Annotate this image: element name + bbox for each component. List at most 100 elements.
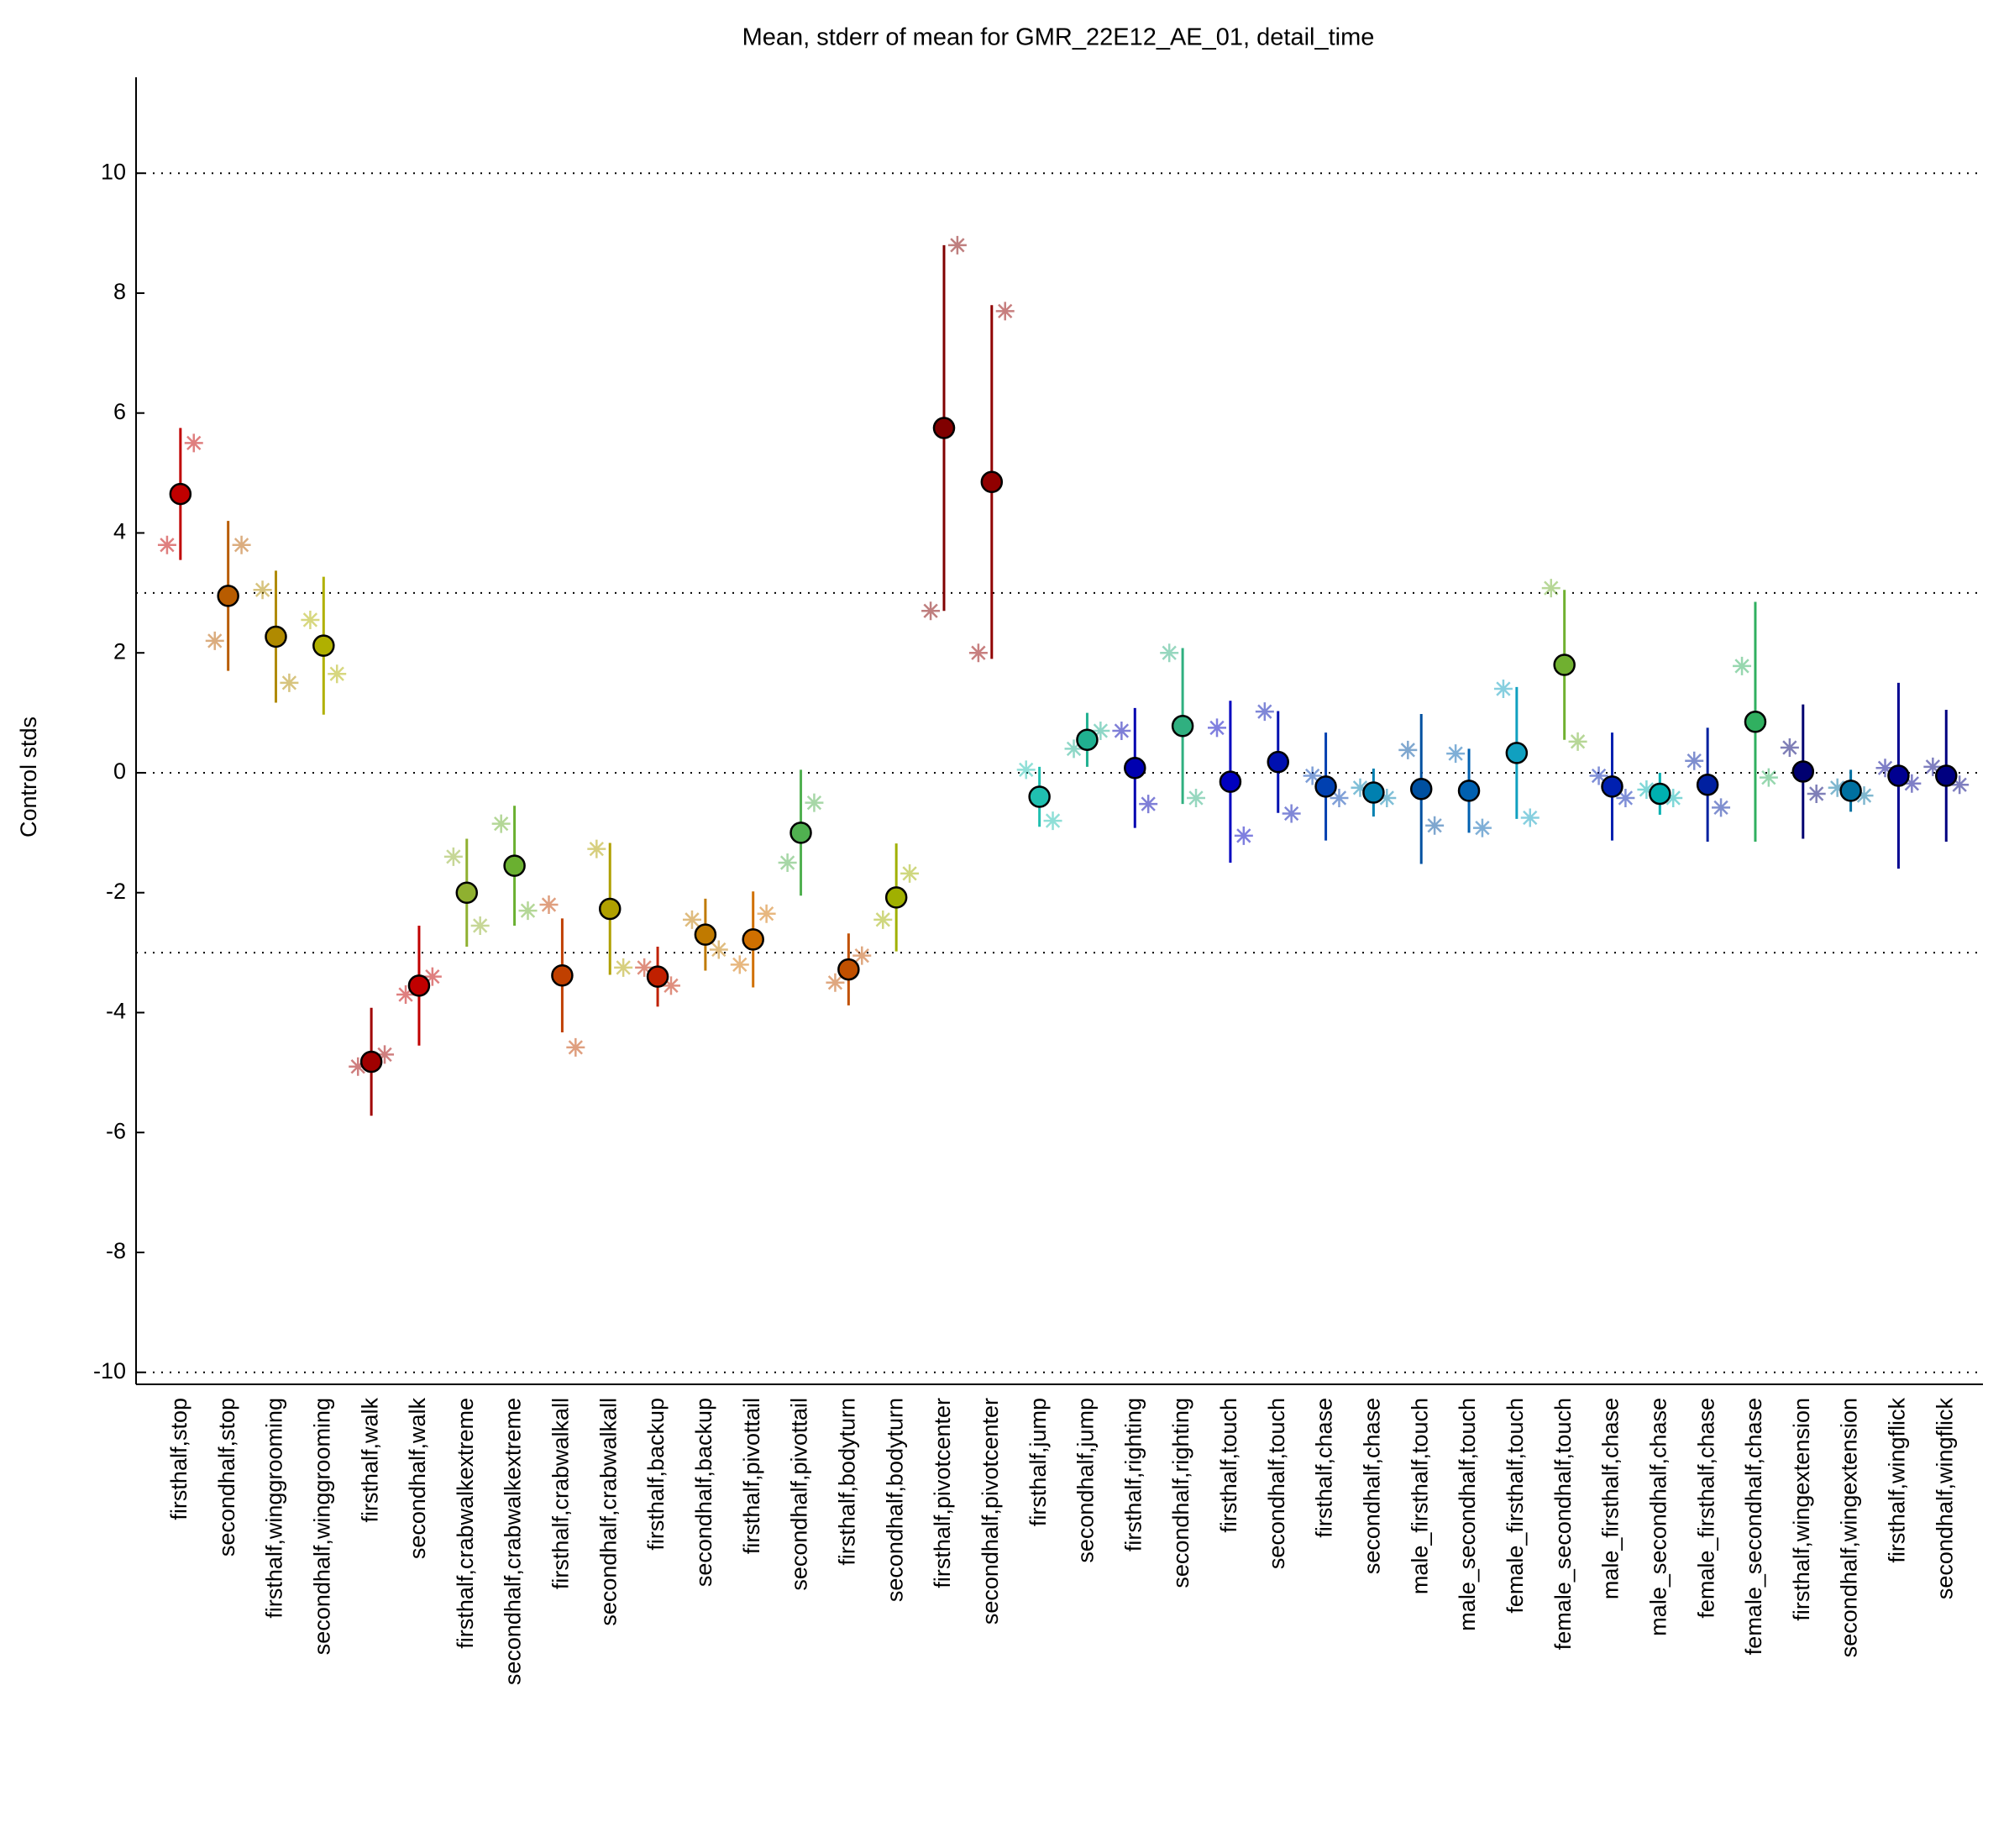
star-marker (470, 916, 490, 935)
star-marker (1139, 795, 1158, 814)
x-tick-label: secondhalf,pivottail (787, 1398, 812, 1591)
x-tick-label: female_firsthalf,touch (1503, 1398, 1528, 1614)
mean-marker (1219, 770, 1242, 793)
mean-marker (359, 1050, 383, 1074)
star-marker (1282, 804, 1301, 823)
mean-marker (1267, 750, 1289, 774)
mean-marker (1505, 742, 1529, 764)
star-marker (826, 973, 845, 992)
x-tick-label: firsthalf,pivottail (739, 1398, 764, 1554)
mean-marker (407, 974, 431, 997)
x-tick-label: firsthalf,wingextension (1789, 1398, 1814, 1621)
star-marker (587, 839, 606, 858)
y-tick-label: -4 (106, 999, 126, 1024)
y-tick-label: 6 (113, 399, 126, 424)
x-tick-label: secondhalf,crabwalkextreme (501, 1398, 526, 1685)
x-tick-label: firsthalf,chase (1312, 1398, 1337, 1538)
star-marker (947, 235, 967, 255)
x-tick-label: firsthalf,bodyturn (834, 1398, 859, 1566)
x-tick-label: secondhalf,backup (691, 1398, 716, 1587)
x-tick-label: secondhalf,chase (1360, 1398, 1385, 1574)
x-tick-label: firsthalf,jump (1025, 1398, 1051, 1526)
star-marker (1187, 788, 1206, 807)
star-marker (232, 535, 251, 554)
star-marker (614, 958, 633, 977)
star-marker (280, 673, 299, 692)
mean-marker (551, 963, 574, 987)
x-tick-label: secondhalf,crabwalkall (595, 1398, 621, 1626)
mean-marker (789, 822, 812, 844)
star-marker (1712, 798, 1731, 817)
star-marker (1472, 818, 1492, 837)
star-marker (1902, 774, 1922, 793)
mean-marker (1887, 764, 1910, 787)
star-marker (1685, 751, 1704, 770)
mean-marker (1171, 715, 1194, 738)
mean-marker (598, 897, 622, 921)
x-tick-label: secondhalf,walk (405, 1398, 430, 1560)
x-tick-label: firsthalf,crabwalkall (548, 1398, 574, 1589)
star-marker (1330, 788, 1349, 807)
star-marker (1875, 759, 1895, 778)
y-tick-label: -8 (106, 1238, 126, 1263)
star-marker (757, 904, 776, 923)
mean-marker (265, 625, 287, 648)
star-marker (566, 1037, 585, 1057)
x-tick-label: secondhalf,touch (1264, 1398, 1289, 1569)
y-tick-label: -6 (106, 1118, 126, 1143)
chart-title: Mean, stderr of mean for GMR_22E12_AE_01… (742, 24, 1375, 51)
x-tick-label: secondhalf,jump (1073, 1398, 1099, 1563)
x-tick-label: firsthalf,stop (166, 1398, 191, 1520)
mean-marker (1457, 780, 1481, 802)
y-axis-label: Control stds (16, 717, 41, 837)
mean-marker (1791, 760, 1815, 783)
mean-marker (1744, 711, 1767, 733)
mean-marker (217, 585, 239, 607)
x-tick-label: firsthalf,walk (357, 1398, 382, 1523)
star-marker (635, 958, 654, 977)
mean-marker (1409, 777, 1433, 801)
star-marker (539, 895, 559, 914)
mean-marker (837, 958, 860, 981)
mean-marker (1076, 728, 1099, 751)
x-tick-label: secondhalf,bodyturn (882, 1398, 907, 1602)
star-marker (349, 1057, 368, 1076)
star-marker (301, 610, 320, 629)
y-tick-label: 2 (113, 638, 126, 664)
mean-marker (1028, 785, 1051, 808)
star-marker (661, 976, 680, 995)
star-marker (1064, 739, 1083, 759)
star-marker (995, 302, 1015, 321)
star-marker (1016, 760, 1036, 780)
star-marker (1923, 757, 1943, 776)
mean-marker (884, 886, 908, 909)
mean-marker (1314, 775, 1337, 798)
star-marker (921, 601, 941, 621)
x-tick-label: firsthalf,wingflick (1885, 1398, 1910, 1563)
mean-marker (455, 881, 479, 904)
star-marker (1043, 811, 1062, 831)
x-tick-label: male_firsthalf,chase (1598, 1398, 1623, 1599)
mean-marker (169, 482, 192, 506)
x-tick-label: secondhalf,stop (214, 1398, 239, 1557)
star-marker (873, 910, 893, 929)
star-marker (157, 535, 176, 554)
mean-marker (1124, 757, 1146, 780)
x-tick-label: secondhalf,wingextension (1837, 1398, 1862, 1657)
star-marker (1208, 718, 1227, 738)
y-tick-label: -2 (106, 879, 126, 904)
mean-marker (1601, 775, 1623, 798)
y-tick-label: 10 (101, 159, 126, 184)
star-marker (396, 985, 416, 1005)
star-marker (1637, 780, 1656, 799)
y-tick-label: 0 (113, 759, 126, 784)
star-marker (1091, 722, 1110, 740)
star-marker (1160, 643, 1179, 663)
star-marker (1950, 775, 1970, 795)
x-tick-label: secondhalf,righting (1168, 1398, 1193, 1588)
star-marker (1759, 768, 1778, 787)
x-tick-label: male_secondhalf,touch (1455, 1398, 1480, 1631)
y-tick-label: 8 (113, 279, 126, 304)
star-marker (1589, 766, 1608, 785)
star-marker (1425, 816, 1445, 835)
